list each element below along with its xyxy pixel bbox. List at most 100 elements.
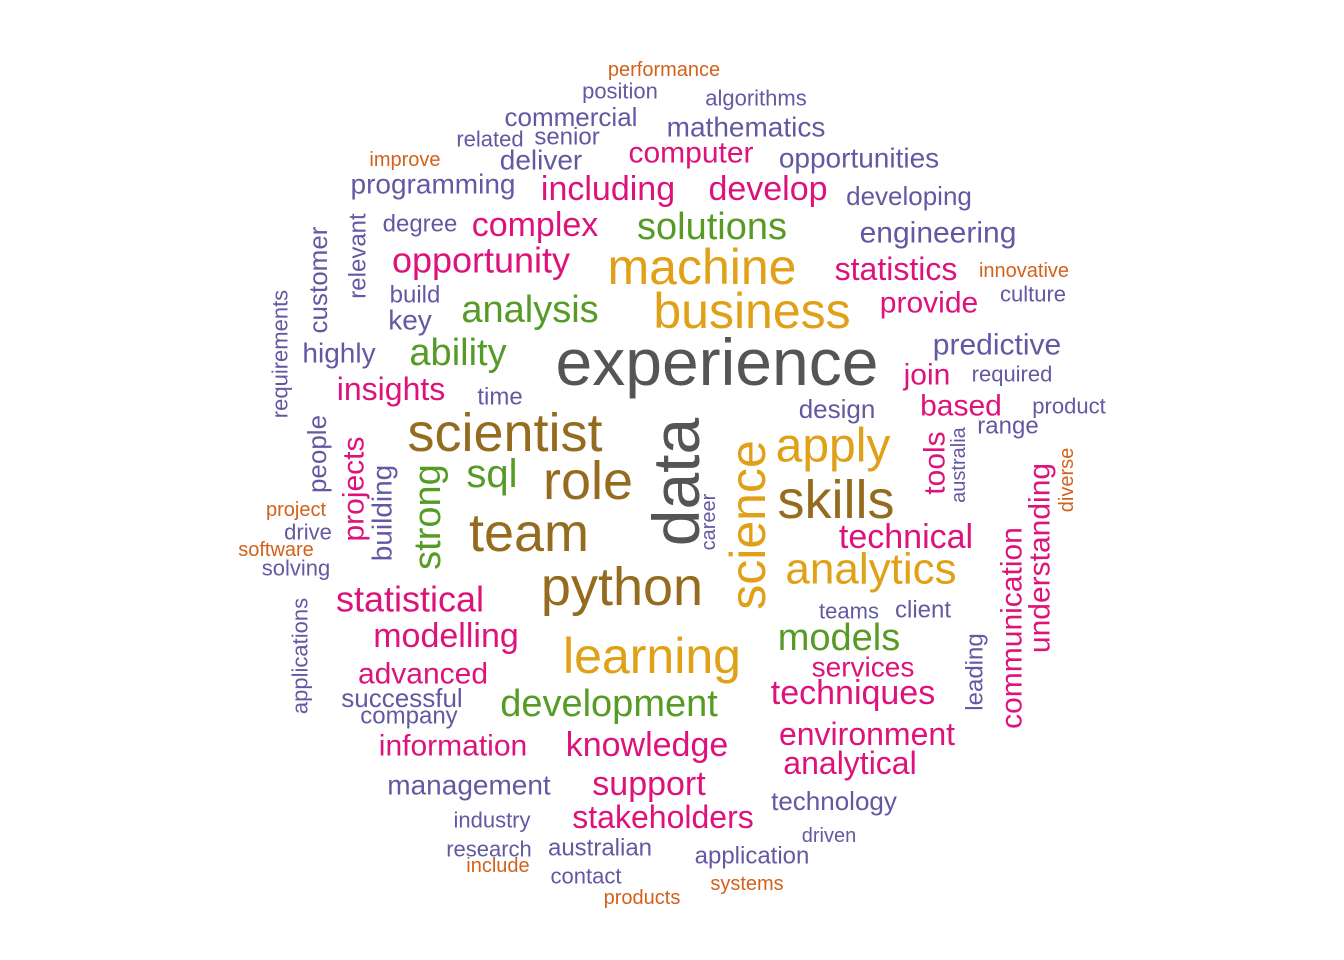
word-teams: teams — [819, 599, 879, 624]
word-commercial: commercial — [505, 102, 638, 132]
word-team: team — [469, 503, 589, 563]
word-join: join — [903, 359, 951, 392]
word-related: related — [456, 127, 523, 152]
word-improve: improve — [369, 149, 440, 171]
word-mathematics: mathematics — [667, 112, 826, 143]
word-models: models — [778, 617, 901, 659]
word-role: role — [543, 451, 633, 511]
word-sql: sql — [466, 452, 517, 496]
word-senior: senior — [534, 124, 599, 151]
word-computer: computer — [628, 137, 753, 170]
word-scientist: scientist — [407, 403, 602, 463]
word-culture: culture — [1000, 282, 1066, 307]
word-applications: applications — [288, 598, 313, 714]
word-solving: solving — [262, 556, 330, 581]
word-development: development — [500, 683, 718, 725]
word-understanding: understanding — [1024, 463, 1057, 653]
word-learning: learning — [563, 628, 741, 684]
word-techniques: techniques — [771, 674, 935, 712]
word-experience: experience — [556, 325, 879, 399]
word-build: build — [390, 282, 441, 309]
word-algorithms: algorithms — [705, 86, 806, 111]
word-software: software — [238, 539, 314, 561]
word-developing: developing — [846, 181, 972, 211]
word-range: range — [977, 413, 1038, 440]
word-statistical: statistical — [336, 579, 484, 620]
word-include: include — [466, 855, 529, 877]
word-management: management — [387, 770, 551, 801]
word-strong: strong — [407, 464, 449, 570]
word-research: research — [446, 837, 532, 862]
word-projects: projects — [338, 436, 371, 541]
word-information: information — [379, 730, 527, 763]
word-products: products — [604, 887, 681, 909]
word-predictive: predictive — [933, 329, 1061, 362]
word-provide: provide — [880, 287, 978, 320]
word-machine: machine — [608, 239, 797, 295]
word-position: position — [582, 79, 658, 104]
word-including: including — [541, 170, 675, 208]
word-skills: skills — [778, 470, 895, 530]
word-knowledge: knowledge — [566, 726, 729, 764]
word-opportunities: opportunities — [779, 143, 939, 174]
word-required: required — [972, 362, 1053, 387]
word-services: services — [812, 652, 915, 683]
word-innovative: innovative — [979, 260, 1069, 282]
word-application: application — [695, 843, 810, 870]
word-based: based — [920, 390, 1002, 423]
word-degree: degree — [383, 211, 458, 238]
word-business: business — [653, 283, 850, 339]
word-australian: australian — [548, 835, 652, 862]
word-programming: programming — [351, 169, 516, 200]
word-develop: develop — [708, 170, 827, 208]
word-solutions: solutions — [637, 206, 787, 248]
word-requirements: requirements — [268, 290, 293, 418]
word-communication: communication — [996, 527, 1029, 729]
word-driven: driven — [802, 825, 856, 847]
word-design: design — [799, 394, 876, 424]
word-python: python — [541, 557, 703, 617]
word-contact: contact — [551, 864, 622, 889]
word-technical: technical — [839, 518, 973, 556]
word-ability: ability — [409, 332, 506, 374]
word-performance: performance — [608, 59, 720, 81]
word-systems: systems — [710, 873, 783, 895]
word-data: data — [639, 417, 713, 546]
word-key: key — [388, 305, 432, 336]
word-opportunity: opportunity — [392, 240, 570, 281]
word-support: support — [592, 765, 706, 803]
word-highly: highly — [302, 338, 375, 369]
word-stakeholders: stakeholders — [572, 799, 753, 835]
word-relevant: relevant — [345, 213, 372, 299]
word-drive: drive — [284, 520, 332, 545]
word-people: people — [302, 415, 332, 493]
word-statistics: statistics — [835, 251, 958, 287]
word-engineering: engineering — [860, 217, 1017, 250]
word-client: client — [895, 597, 951, 624]
word-leading: leading — [962, 633, 989, 710]
word-analytical: analytical — [783, 745, 916, 781]
word-apply: apply — [776, 420, 891, 473]
word-industry: industry — [453, 808, 530, 833]
word-company: company — [360, 703, 457, 730]
word-diverse: diverse — [1056, 448, 1078, 512]
word-technology: technology — [771, 786, 897, 816]
word-analytics: analytics — [785, 545, 956, 594]
word-product: product — [1032, 394, 1105, 419]
word-complex: complex — [472, 206, 599, 244]
word-science: science — [720, 440, 776, 610]
word-career: career — [698, 493, 720, 550]
word-customer: customer — [303, 226, 333, 333]
word-project: project — [266, 499, 326, 521]
word-analysis: analysis — [461, 289, 598, 331]
word-successful: successful — [341, 683, 462, 713]
word-building: building — [367, 465, 398, 562]
word-environment: environment — [779, 716, 955, 752]
word-tools: tools — [919, 431, 952, 494]
word-advanced: advanced — [358, 658, 488, 691]
word-deliver: deliver — [500, 145, 582, 176]
word-insights: insights — [337, 371, 446, 407]
word-time: time — [477, 384, 522, 411]
word-modelling: modelling — [373, 617, 519, 655]
